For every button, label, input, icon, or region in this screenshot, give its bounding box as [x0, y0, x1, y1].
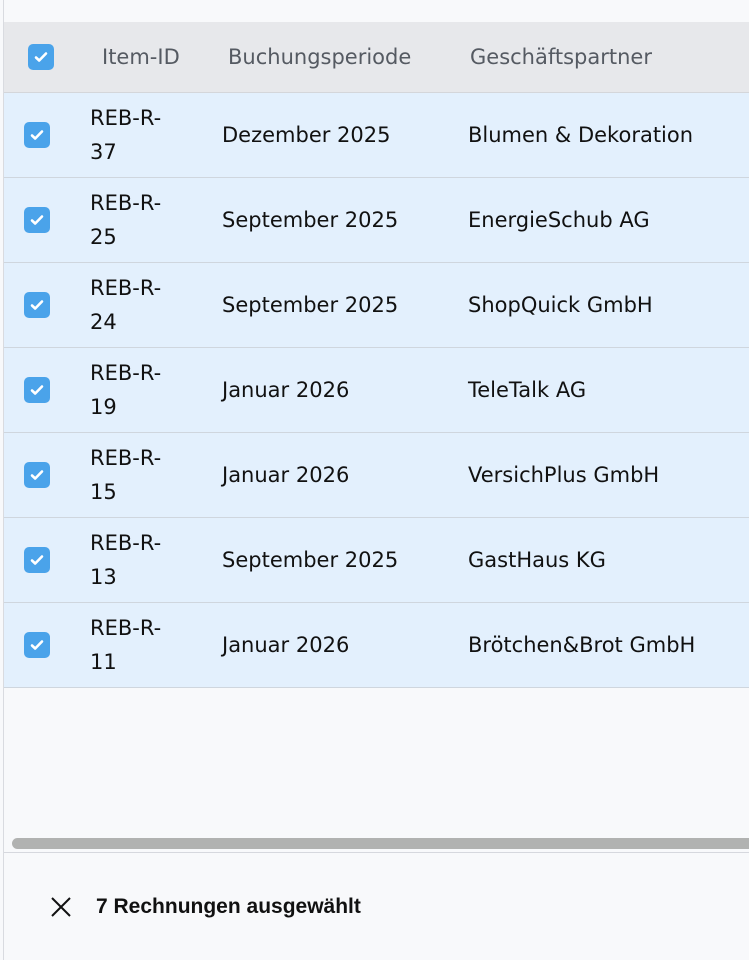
table-row[interactable]: REB-R-​24 September 2025 ShopQuick GmbH [4, 263, 749, 348]
panel: Item-ID Buchungsperiode Geschäftspartner… [3, 0, 749, 960]
selection-count: 7 Rechnungen ausgewählt [96, 894, 361, 918]
check-icon [30, 300, 44, 310]
selection-bar: 7 Rechnungen ausgewählt [4, 852, 749, 960]
item-id: REB-R-​13 [90, 531, 162, 589]
table-row[interactable]: REB-R-​25 September 2025 EnergieSchub AG [4, 178, 749, 263]
row-checkbox[interactable] [24, 377, 50, 403]
row-checkbox[interactable] [24, 547, 50, 573]
item-id: REB-R-​25 [90, 191, 162, 249]
business-partner: VersichPlus GmbH [468, 463, 660, 487]
item-id: REB-R-​19 [90, 361, 162, 419]
horizontal-scrollbar[interactable] [12, 838, 749, 849]
table-header: Item-ID Buchungsperiode Geschäftspartner [4, 22, 749, 93]
check-icon [30, 470, 44, 480]
check-icon [30, 640, 44, 650]
booking-period: September 2025 [222, 293, 399, 317]
row-checkbox[interactable] [24, 122, 50, 148]
booking-period: Dezember 2025 [222, 123, 391, 147]
booking-period: Januar 2026 [222, 378, 350, 402]
column-header-item-id[interactable]: Item-ID [102, 45, 180, 69]
table-row[interactable]: REB-R-​15 Januar 2026 VersichPlus GmbH [4, 433, 749, 518]
row-checkbox[interactable] [24, 632, 50, 658]
check-icon [30, 215, 44, 225]
column-header-buchungsperiode[interactable]: Buchungsperiode [228, 45, 412, 69]
check-icon [30, 385, 44, 395]
invoice-table: Item-ID Buchungsperiode Geschäftspartner… [4, 22, 749, 688]
row-checkbox[interactable] [24, 292, 50, 318]
item-id: REB-R-​11 [90, 616, 162, 674]
row-checkbox[interactable] [24, 462, 50, 488]
booking-period: Januar 2026 [222, 463, 350, 487]
business-partner: TeleTalk AG [468, 378, 587, 402]
close-icon[interactable] [48, 894, 74, 920]
business-partner: EnergieSchub AG [468, 208, 650, 232]
check-icon [34, 52, 48, 62]
booking-period: September 2025 [222, 208, 399, 232]
table-row[interactable]: REB-R-​11 Januar 2026 Brötchen&Brot GmbH [4, 603, 749, 688]
business-partner: ShopQuick GmbH [468, 293, 653, 317]
row-checkbox[interactable] [24, 207, 50, 233]
table-row[interactable]: REB-R-​13 September 2025 GastHaus KG [4, 518, 749, 603]
table-row[interactable]: REB-R-​19 Januar 2026 TeleTalk AG [4, 348, 749, 433]
booking-period: Januar 2026 [222, 633, 350, 657]
item-id: REB-R-​15 [90, 446, 162, 504]
business-partner: Brötchen&Brot GmbH [468, 633, 696, 657]
business-partner: GastHaus KG [468, 548, 606, 572]
column-header-geschaeftspartner[interactable]: Geschäftspartner [470, 45, 652, 69]
check-icon [30, 130, 44, 140]
table-row[interactable]: REB-R-​37 Dezember 2025 Blumen & Dekorat… [4, 93, 749, 178]
check-icon [30, 555, 44, 565]
business-partner: Blumen & Dekoration [468, 123, 694, 147]
item-id: REB-R-​24 [90, 276, 162, 334]
item-id: REB-R-​37 [90, 106, 162, 164]
select-all-checkbox[interactable] [28, 44, 54, 70]
booking-period: September 2025 [222, 548, 399, 572]
